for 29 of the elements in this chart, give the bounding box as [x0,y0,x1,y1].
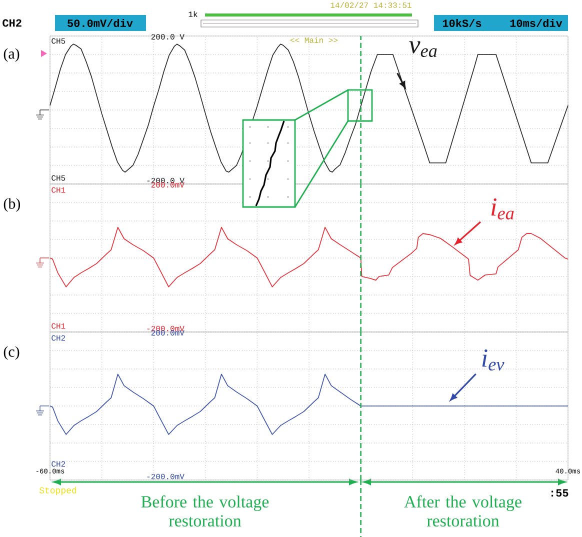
y-tick-label: -200.0mV [147,326,184,332]
text: (a) [4,48,20,62]
y-tick-label: 200.0mV [151,330,184,336]
text: 10kS/s [442,18,482,28]
text: 10ms/div [510,18,562,28]
annotation: CH2 [52,335,66,341]
text: Stopped [39,486,76,496]
annotation: CH1 [52,323,66,329]
text: CH2 [2,19,22,27]
annotation: CH1 [52,187,66,193]
text: Before the voltage restoration [141,495,269,527]
annotation: CH5 [52,38,66,44]
annotation: CH5 [52,175,66,181]
annotation: << Main >> [290,37,338,43]
text: 50.0mV/div [68,18,133,28]
y-tick-label: -200.0 V [147,178,184,184]
annotation: CH2 [52,461,66,467]
text: :55 [552,489,568,497]
y-tick-label: -200.0mV [147,474,184,480]
text: (c) [4,346,20,360]
annotation: v$_{ea}$ [409,41,437,58]
y-tick-label: 200.0mV [151,182,184,188]
annotation: i$_{ev}$ [482,349,504,371]
text: After the voltage restoration [404,495,522,527]
y-tick-label: 200.0 V [151,34,184,40]
text: 14/02/27 14:33:51 [330,2,412,8]
text: (b) [4,198,20,212]
annotation: i$_{ea}$ [491,198,514,220]
text: 1k [188,11,198,17]
